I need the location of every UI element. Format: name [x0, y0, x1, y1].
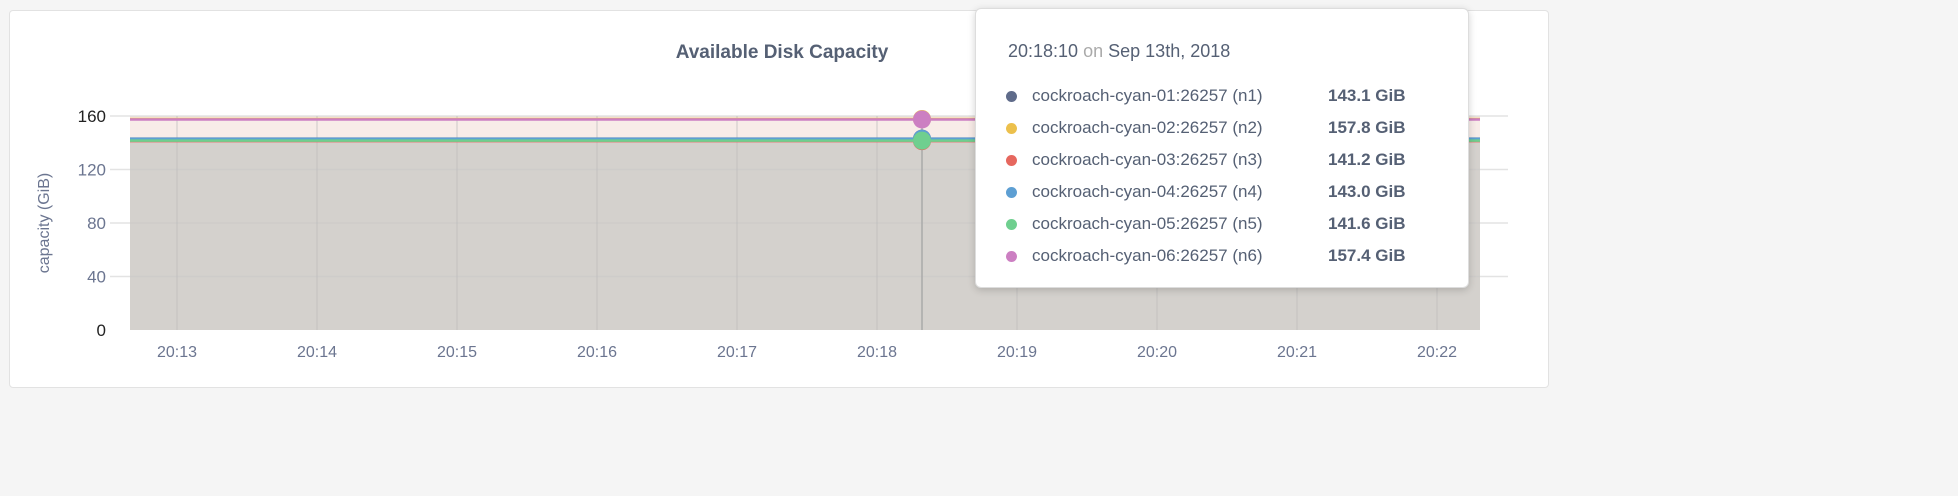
series-color-dot — [1006, 186, 1017, 198]
x-tick-label: 20:16 — [577, 344, 617, 361]
tooltip-row: cockroach-cyan-01:26257 (n1) 143.1 GiB — [1006, 81, 1406, 111]
series-value: 141.2 GiB — [1328, 150, 1406, 169]
y-tick-label: 0 — [97, 321, 106, 340]
x-tick-label: 20:15 — [437, 344, 477, 361]
tooltip-on: on — [1083, 41, 1104, 61]
x-tick-label: 20:19 — [997, 344, 1037, 361]
series-name: cockroach-cyan-02:26257 (n2) — [1032, 118, 1263, 137]
series-value: 143.0 GiB — [1328, 182, 1406, 201]
series-color-dot — [1006, 250, 1017, 262]
tooltip-header: 20:18:10 on Sep 13th, 2018 — [1008, 41, 1230, 62]
tooltip-row: cockroach-cyan-03:26257 (n3) 141.2 GiB — [1006, 145, 1406, 175]
series-name: cockroach-cyan-04:26257 (n4) — [1032, 182, 1263, 201]
y-tick-label: 160 — [78, 107, 106, 126]
series-color-dot — [1006, 122, 1017, 134]
tooltip-row: cockroach-cyan-06:26257 (n6) 157.4 GiB — [1006, 241, 1406, 271]
tooltip-row: cockroach-cyan-04:26257 (n4) 143.0 GiB — [1006, 177, 1406, 207]
hover-point — [913, 110, 931, 129]
series-name: cockroach-cyan-05:26257 (n5) — [1032, 214, 1263, 233]
series-value: 157.4 GiB — [1328, 246, 1406, 265]
y-tick-label: 120 — [78, 161, 106, 180]
series-color-dot — [1006, 218, 1017, 230]
x-tick-label: 20:14 — [297, 344, 337, 361]
y-axis-label: capacity (GiB) — [36, 173, 53, 273]
series-value: 157.8 GiB — [1328, 118, 1406, 137]
series-color-dot — [1006, 90, 1017, 102]
x-tick-label: 20:13 — [157, 344, 197, 361]
x-tick-label: 20:22 — [1417, 344, 1457, 361]
series-value: 143.1 GiB — [1328, 86, 1406, 105]
tooltip-time: 20:18:10 — [1008, 41, 1079, 61]
tooltip-row: cockroach-cyan-05:26257 (n5) 141.6 GiB — [1006, 209, 1406, 239]
chart-title: Available Disk Capacity — [676, 42, 889, 63]
series-name: cockroach-cyan-01:26257 (n1) — [1032, 86, 1263, 105]
series-value: 141.6 GiB — [1328, 214, 1406, 233]
x-tick-label: 20:18 — [857, 344, 897, 361]
tooltip-row: cockroach-cyan-02:26257 (n2) 157.8 GiB — [1006, 113, 1406, 143]
tooltip: 20:18:10 on Sep 13th, 2018 cockroach-cya… — [975, 8, 1469, 288]
series-name: cockroach-cyan-06:26257 (n6) — [1032, 246, 1263, 265]
series-name: cockroach-cyan-03:26257 (n3) — [1032, 150, 1263, 169]
series-color-dot — [1006, 154, 1017, 166]
hover-point — [913, 131, 931, 150]
y-tick-label: 40 — [87, 268, 106, 287]
tooltip-date: Sep 13th, 2018 — [1108, 41, 1231, 61]
x-tick-label: 20:21 — [1277, 344, 1317, 361]
x-tick-label: 20:17 — [717, 344, 757, 361]
x-tick-label: 20:20 — [1137, 344, 1177, 361]
y-tick-label: 80 — [87, 214, 106, 233]
